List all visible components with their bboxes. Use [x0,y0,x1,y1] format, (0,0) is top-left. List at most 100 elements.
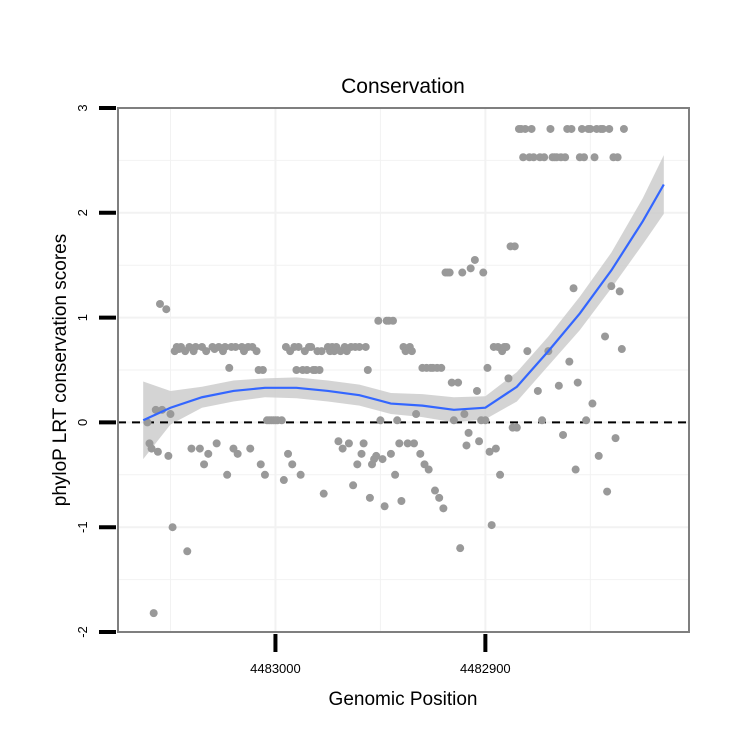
data-point [294,342,303,351]
data-point [407,347,416,356]
chart-title: Conservation [341,75,465,98]
data-point [481,416,490,425]
data-point [554,381,563,390]
data-point [538,416,547,425]
data-point [353,460,362,469]
y-axis-label: phyloP LRT conservation scores [50,234,71,507]
data-point [424,465,433,474]
data-point [586,124,595,133]
data-point [561,153,570,162]
data-point [187,444,196,453]
data-point [447,378,456,387]
data-point [527,124,536,133]
data-point [376,416,385,425]
data-point [529,153,538,162]
data-point [391,470,400,479]
x-tick-label: 4483000 [250,661,301,676]
data-point [204,449,213,458]
data-point [319,489,328,498]
data-point [155,299,164,308]
data-point [439,504,448,513]
data-point [519,153,528,162]
data-point [456,544,465,553]
data-point [372,451,381,460]
data-point [365,493,374,502]
data-point [359,439,368,448]
data-point [559,430,568,439]
data-point [588,399,597,408]
data-point [510,242,519,251]
data-point [168,523,177,532]
data-point [374,316,383,325]
data-point [212,439,221,448]
data-point [567,124,576,133]
data-point [571,465,580,474]
data-point [565,357,574,366]
data-point [462,441,471,450]
data-point [149,609,158,618]
y-tick-label: 1 [75,314,90,321]
data-point [613,153,622,162]
data-point [569,284,578,293]
data-point [349,481,358,490]
data-point [496,470,505,479]
data-point [162,305,171,314]
data-point [483,363,492,372]
data-point [302,366,311,374]
data-point [598,124,607,133]
data-point [397,497,406,505]
data-point [284,449,293,458]
smooth-curve-layer [142,183,665,422]
data-point [590,153,599,162]
data-point [307,342,316,351]
data-point [475,437,484,446]
data-point [202,347,211,356]
data-point [472,386,481,395]
data-point [256,460,265,469]
data-point [458,268,467,277]
data-point [512,423,521,432]
y-tick-label: 0 [75,419,90,426]
data-point [338,444,347,453]
data-point [221,342,230,351]
data-point [607,282,616,291]
data-point [166,410,175,419]
data-point [386,449,395,458]
data-points [143,124,628,618]
data-point [246,444,255,453]
data-point [164,451,173,460]
data-point [521,124,530,133]
data-point [279,476,288,485]
x-axis: 4483000 4482900 [250,634,511,676]
data-point [153,447,162,456]
data-point [258,366,267,374]
data-point [619,124,628,133]
data-point [223,470,232,479]
data-point [191,342,200,351]
data-point [363,366,372,374]
data-point [603,487,612,496]
data-point [147,444,156,453]
data-point [277,416,286,425]
data-point [225,363,234,372]
data-point [491,444,500,453]
data-point [445,268,454,277]
smooth-curve [142,183,665,422]
data-point [594,451,603,460]
confidence-band-layer [143,155,664,460]
data-point [470,255,479,264]
data-point [395,439,404,448]
data-point [389,316,398,325]
data-point [361,342,370,351]
data-point [523,347,532,356]
data-point [573,378,582,387]
data-point [195,444,204,453]
y-tick-label: 3 [75,104,90,111]
data-point [317,347,326,356]
data-point [183,547,192,556]
data-point [533,386,542,395]
data-point [540,153,549,162]
